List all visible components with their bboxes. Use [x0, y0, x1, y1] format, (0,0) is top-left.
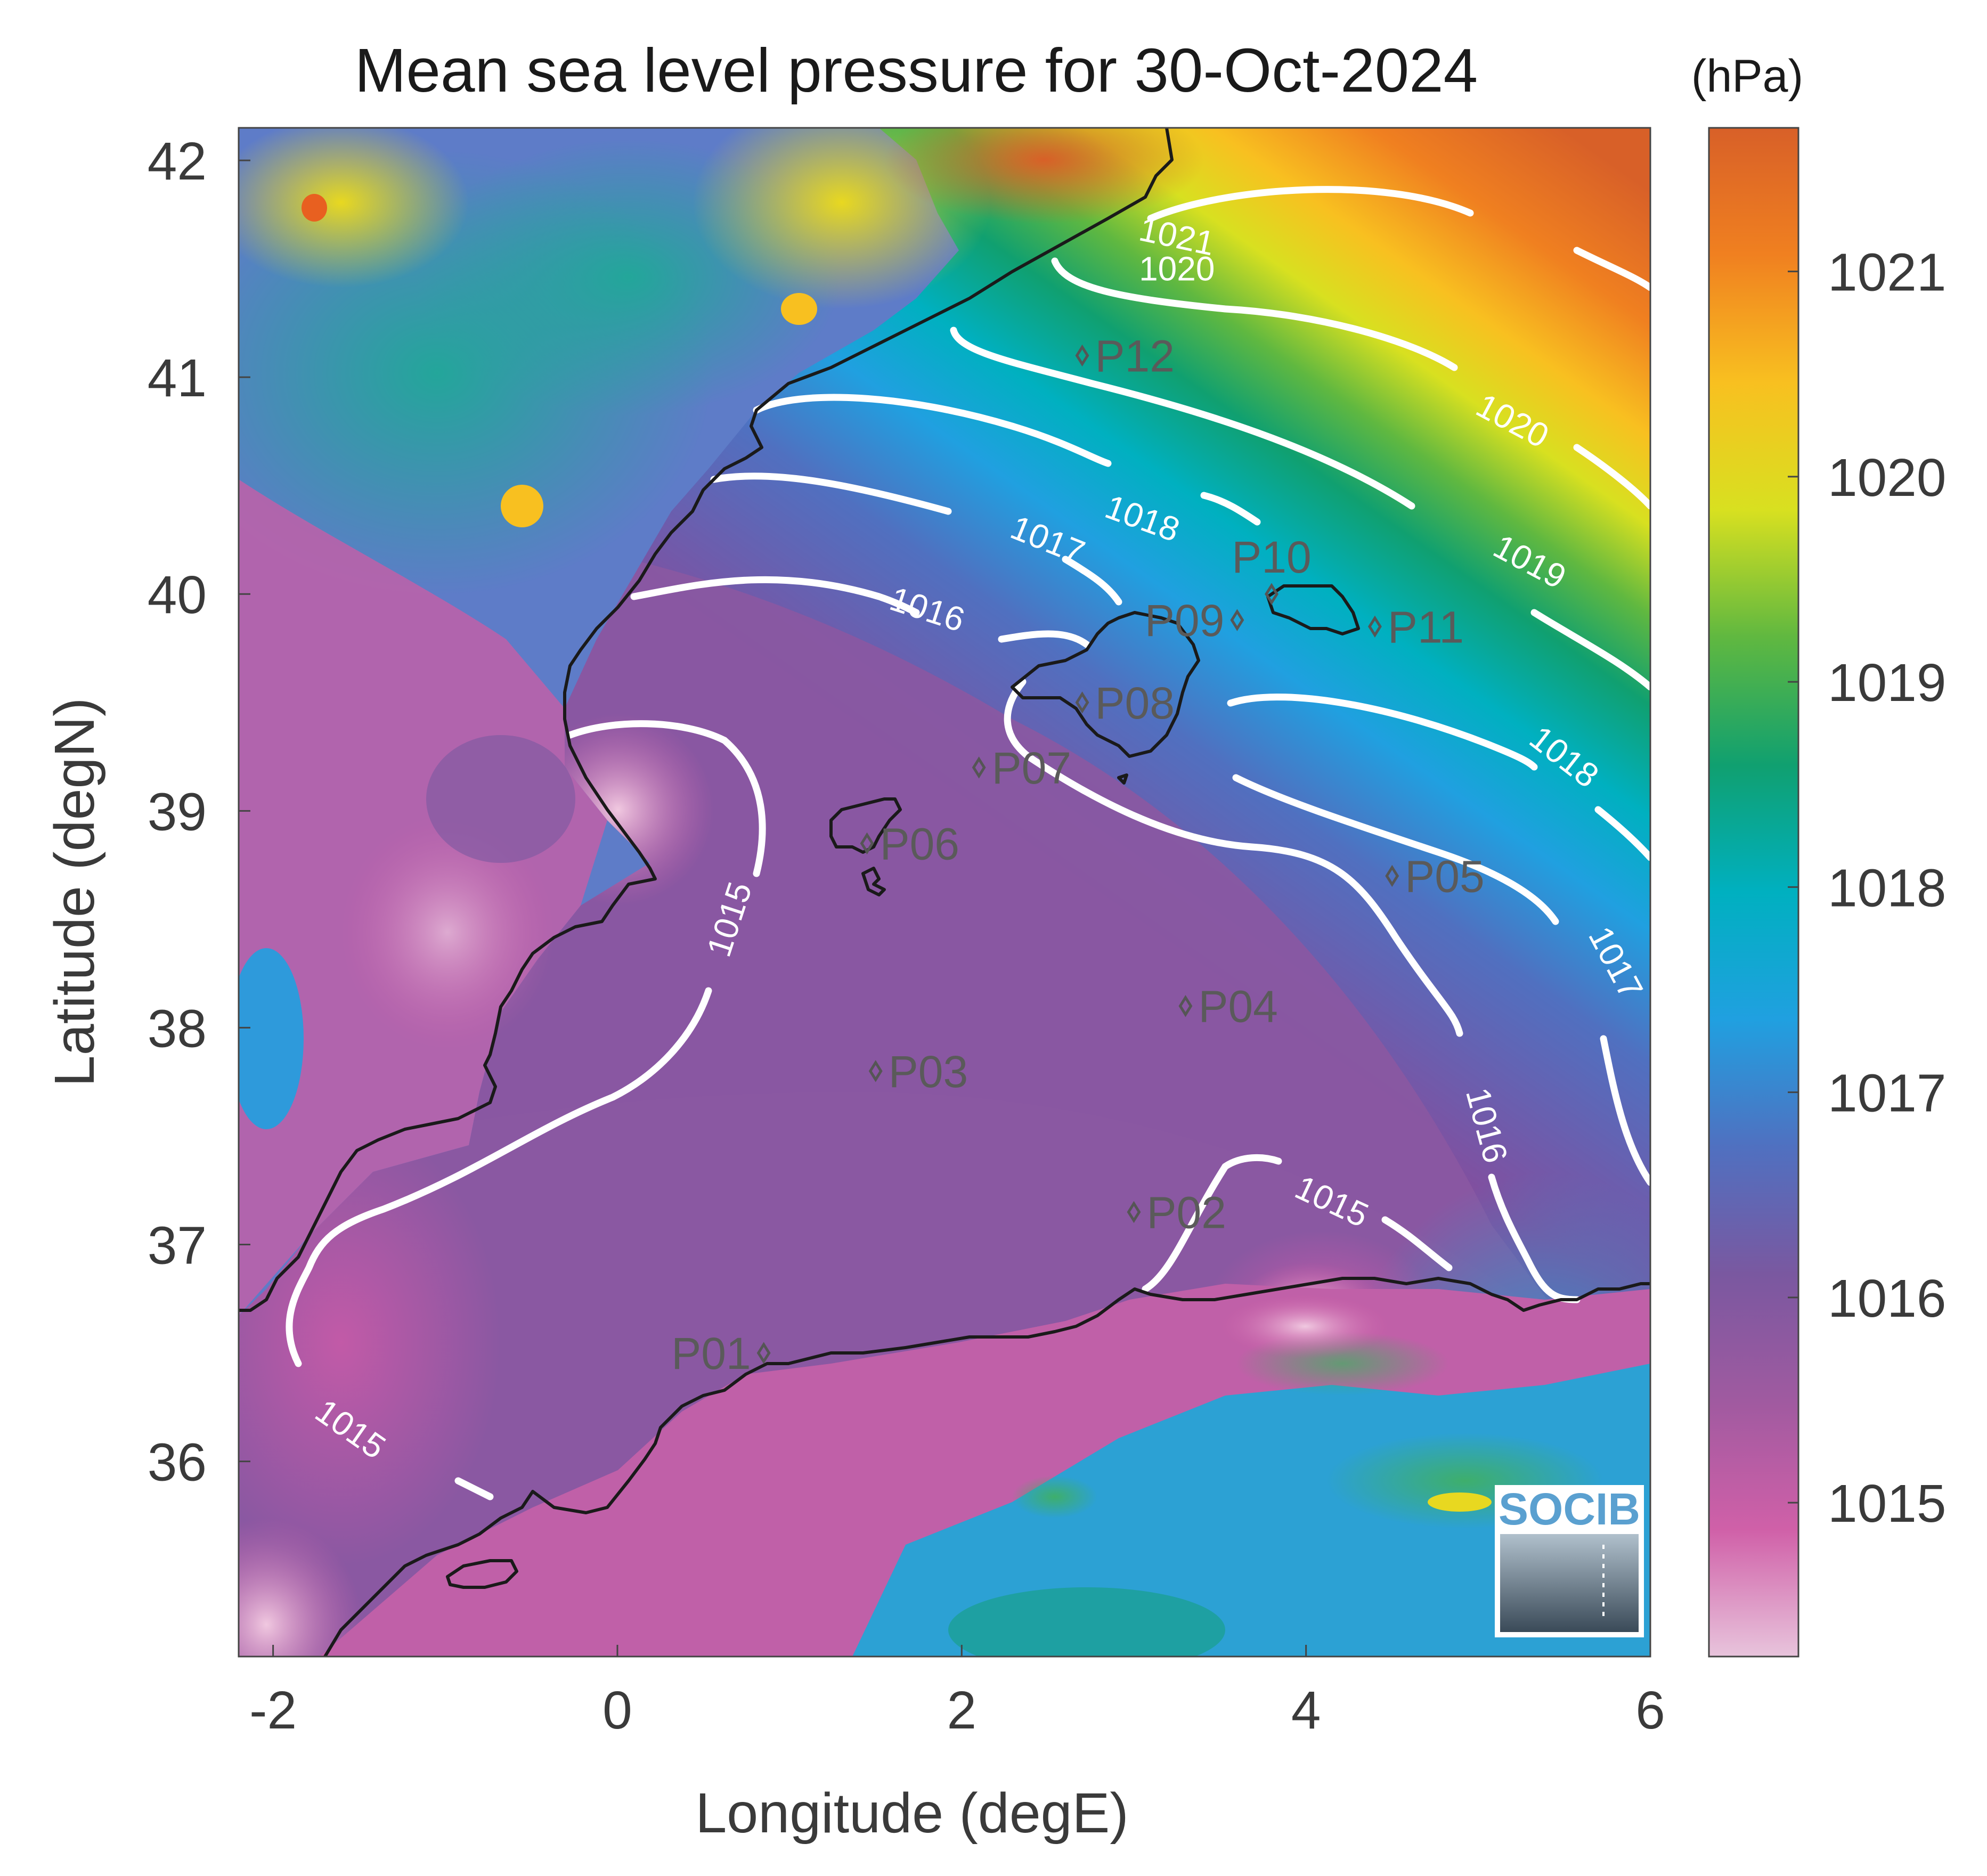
coastline-menorca — [1266, 584, 1360, 635]
x-tick-label: 6 — [1635, 1681, 1665, 1740]
coastline-cabrera — [1117, 773, 1128, 785]
y-tick-label: 40 — [148, 565, 207, 625]
station-label: P12 — [1095, 331, 1175, 381]
coastlines — [239, 128, 1650, 1657]
isobar-1020 — [1051, 257, 1650, 510]
station-marker — [1367, 615, 1382, 638]
x-axis: -2 0 2 4 6 — [249, 1645, 1665, 1740]
isobar-lines — [286, 186, 1650, 1500]
station-label: P04 — [1198, 982, 1277, 1032]
station-marker — [1178, 995, 1193, 1017]
pressure-field — [239, 128, 1650, 1657]
isobar-1019 — [950, 327, 1650, 691]
colorbar-tick-label: 1021 — [1828, 243, 1946, 303]
station-label: P09 — [1145, 596, 1224, 646]
y-tick-label: 41 — [148, 348, 207, 408]
station-marker — [1385, 864, 1399, 887]
isobar-1017 — [710, 472, 1650, 1186]
station-marker — [860, 832, 874, 855]
coastline-alboran-island — [446, 1559, 518, 1589]
coastline-iberia — [239, 128, 1174, 1312]
colorbar-tick-label: 1017 — [1828, 1064, 1946, 1123]
station-marker — [972, 756, 986, 779]
map-plot-area: 1021102010201018101910171016101810151017… — [238, 127, 1651, 1658]
station-marker — [756, 1342, 771, 1364]
x-tick-label: 2 — [947, 1681, 977, 1740]
station-label: P06 — [880, 819, 959, 869]
colorbar-ticks: 1015 1016 1017 1018 1019 1020 1021 — [1788, 243, 1946, 1534]
x-tick-label: 0 — [602, 1681, 632, 1740]
colorbar-units: (hPa) — [1691, 51, 1803, 102]
isobar-1015-west — [286, 720, 766, 1500]
plot-frame — [238, 127, 1651, 1658]
station-label: P02 — [1146, 1187, 1226, 1237]
socib-logo: SOCIB — [1495, 1484, 1644, 1637]
isobar-label: 1020 — [1139, 250, 1215, 288]
station-marker — [868, 1060, 883, 1082]
y-axis: 36 37 38 39 40 41 42 — [148, 132, 250, 1492]
station-marker — [1127, 1201, 1141, 1224]
y-tick-label: 37 — [148, 1216, 207, 1276]
station-label: P05 — [1405, 851, 1484, 901]
coastline-formentera — [861, 867, 886, 896]
colorbar-tick-label: 1016 — [1828, 1269, 1946, 1328]
station-label: P11 — [1388, 602, 1464, 652]
x-tick-label: -2 — [249, 1681, 297, 1740]
socib-logo-text: SOCIB — [1499, 1484, 1640, 1534]
isobar-1018-north — [753, 394, 1261, 526]
station-marker — [1230, 609, 1244, 631]
colorbar-tick-label: 1019 — [1828, 653, 1946, 713]
colorbar-tick-label: 1018 — [1828, 858, 1946, 918]
y-tick-label: 39 — [148, 782, 207, 842]
colorbar-gradient — [1708, 127, 1799, 1658]
isobar-1015-east — [1142, 1154, 1453, 1293]
coastline-ibiza — [829, 797, 902, 854]
station-label: P01 — [671, 1328, 751, 1379]
x-axis-label: Longitude (degE) — [695, 1782, 1128, 1845]
x-tick-label: 4 — [1291, 1681, 1321, 1740]
colorbar-tick-label: 1015 — [1828, 1474, 1946, 1534]
isobar-1018-south — [1227, 694, 1650, 861]
y-tick-label: 36 — [148, 1433, 207, 1492]
coastline-mallorca — [1011, 611, 1200, 758]
station-marker — [1075, 344, 1089, 367]
colorbar: 1015 1016 1017 1018 1019 1020 1021 — [1708, 127, 1946, 1658]
station-marker — [1265, 583, 1278, 605]
isobar-1021 — [1147, 186, 1650, 291]
station-label: P03 — [889, 1047, 968, 1097]
y-tick-label: 42 — [148, 132, 207, 191]
isobar-1016 — [630, 576, 1581, 1303]
station-label: P08 — [1095, 678, 1175, 728]
colorbar-tick-label: 1020 — [1828, 448, 1946, 508]
coastline-africa — [323, 1277, 1650, 1657]
station-marker — [1075, 691, 1089, 714]
y-axis-label: Latitude (degN) — [43, 698, 106, 1087]
station-label: P10 — [1232, 532, 1311, 582]
chart-title: Mean sea level pressure for 30-Oct-2024 — [355, 36, 1478, 105]
y-tick-label: 38 — [148, 999, 207, 1058]
station-label: P07 — [992, 743, 1071, 793]
